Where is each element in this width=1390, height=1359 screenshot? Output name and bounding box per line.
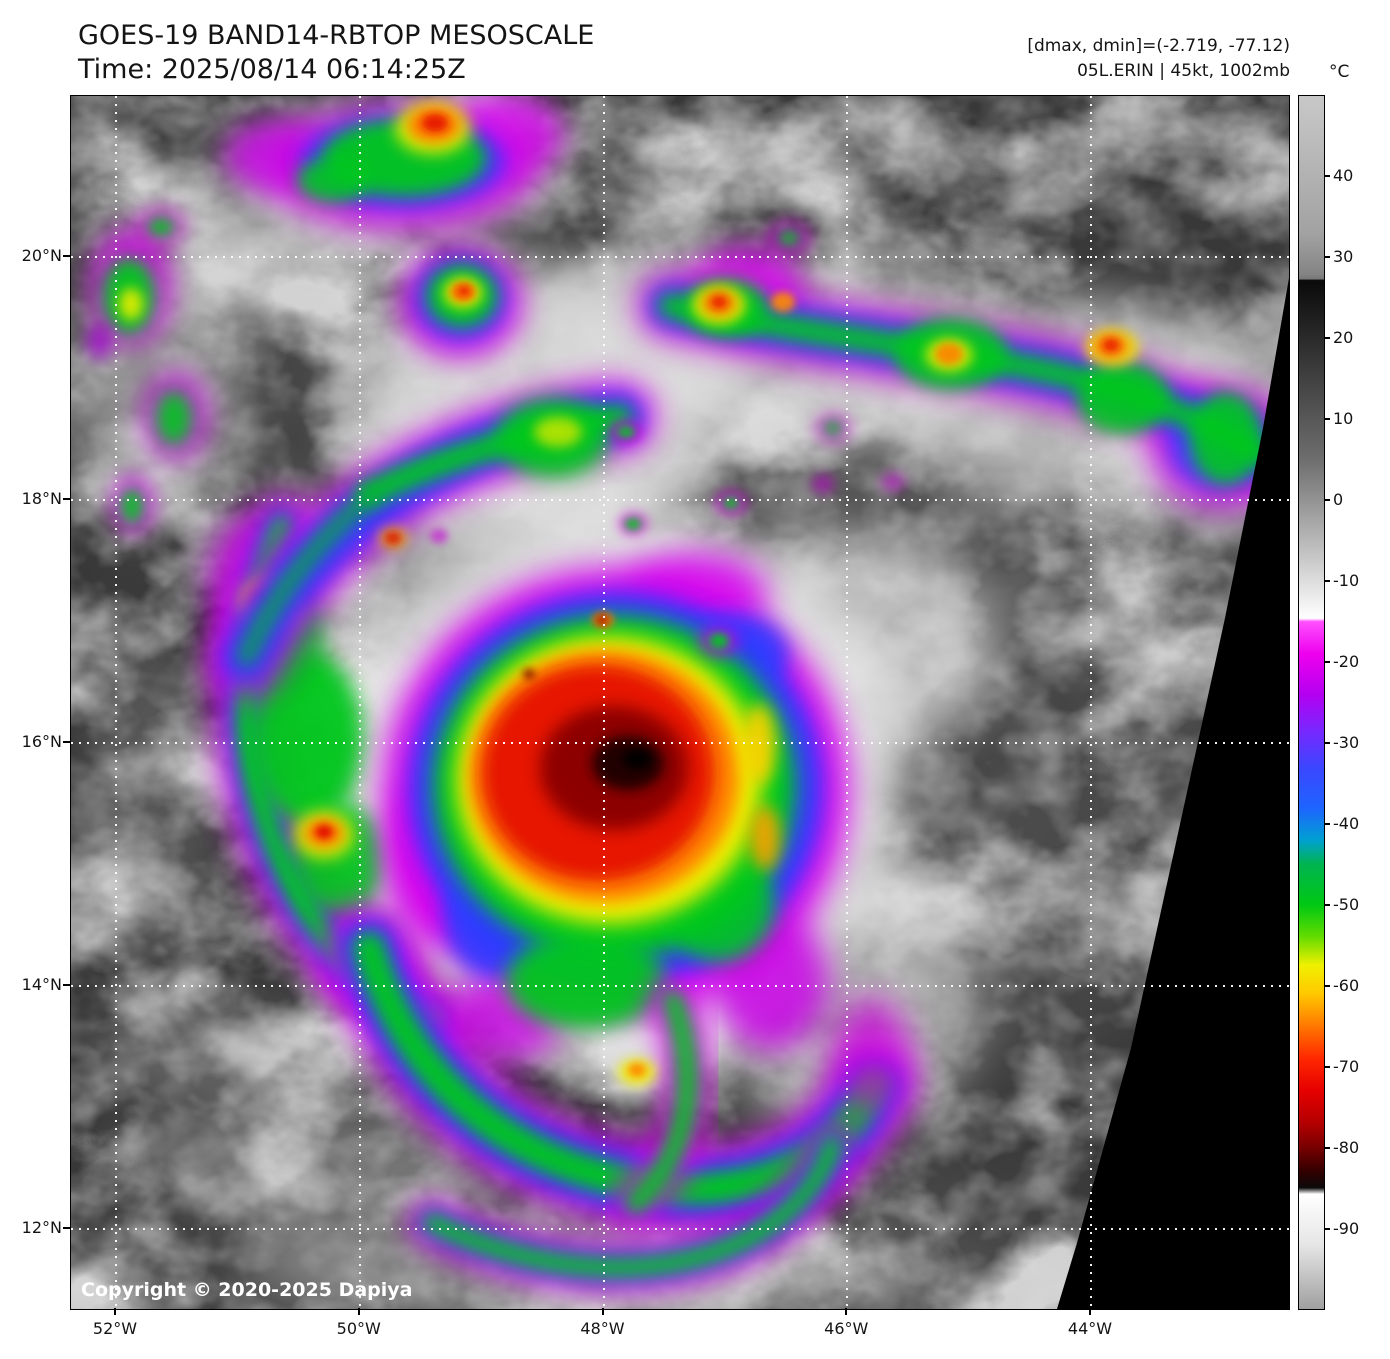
colorbar-tick-label-30: 30 — [1333, 247, 1354, 266]
colorbar-tick-label--60: -60 — [1333, 976, 1360, 995]
lat-label-14n: 14°N — [21, 975, 62, 994]
colorbar-tick-label--40: -40 — [1333, 814, 1360, 833]
colorbar-tick-label-40: 40 — [1333, 166, 1354, 185]
lon-label-48w: 48°W — [580, 1319, 625, 1338]
no-data-region — [1057, 278, 1289, 1309]
lat-tick-12n — [63, 1227, 70, 1229]
colorbar-tick-label--10: -10 — [1333, 571, 1360, 590]
lon-label-44w: 44°W — [1067, 1319, 1113, 1338]
data-range-label: [dmax, dmin]=(-2.719, -77.12) — [1027, 36, 1290, 56]
northeast-storm-band — [637, 222, 1289, 510]
lon-label-52w: 52°W — [92, 1319, 138, 1338]
scattered-cells — [430, 420, 834, 656]
storm-info-label: 05L.ERIN | 45kt, 1002mb — [1077, 61, 1290, 81]
colorbar — [1298, 95, 1325, 1310]
colorbar-tick-label-10: 10 — [1333, 409, 1354, 428]
lat-tick-16n — [63, 741, 70, 743]
lat-label-20n: 20°N — [21, 246, 62, 265]
northwest-arc-band — [210, 381, 655, 694]
product-title: GOES-19 BAND14-RBTOP MESOSCALE — [78, 20, 595, 51]
hurricane-erin-core — [382, 552, 850, 1063]
lat-label-18n: 18°N — [21, 489, 62, 508]
colorbar-tick-label--20: -20 — [1333, 652, 1360, 671]
colorbar-tick-label-20: 20 — [1333, 328, 1354, 347]
lat-label-16n: 16°N — [21, 732, 62, 751]
cell-north-cluster — [399, 247, 523, 359]
cells-top-band — [224, 96, 564, 246]
satellite-map: Copyright © 2020-2025 Dapiya — [70, 95, 1290, 1310]
lat-tick-18n — [63, 498, 70, 500]
product-time: Time: 2025/08/14 06:14:25Z — [78, 54, 466, 85]
colorbar-tick-label--80: -80 — [1333, 1138, 1360, 1157]
lat-label-12n: 12°N — [21, 1218, 62, 1237]
colorbar-tick-label--30: -30 — [1333, 733, 1360, 752]
lon-label-50w: 50°W — [336, 1319, 381, 1338]
southern-rainbands — [328, 907, 914, 1292]
copyright-watermark: Copyright © 2020-2025 Dapiya — [81, 1279, 413, 1301]
colorbar-tick-label--50: -50 — [1333, 895, 1360, 914]
lat-tick-20n — [63, 255, 70, 257]
colorbar-tick-label--70: -70 — [1333, 1057, 1360, 1076]
colorbar-gradient — [1299, 96, 1324, 1309]
colorbar-unit-label: °C — [1329, 62, 1350, 82]
colorbar-tick-label--90: -90 — [1333, 1219, 1360, 1238]
colorbar-tick-label-0: 0 — [1333, 490, 1344, 509]
lat-tick-14n — [63, 984, 70, 986]
lon-label-46w: 46°W — [824, 1319, 869, 1338]
satellite-image — [71, 96, 1289, 1309]
